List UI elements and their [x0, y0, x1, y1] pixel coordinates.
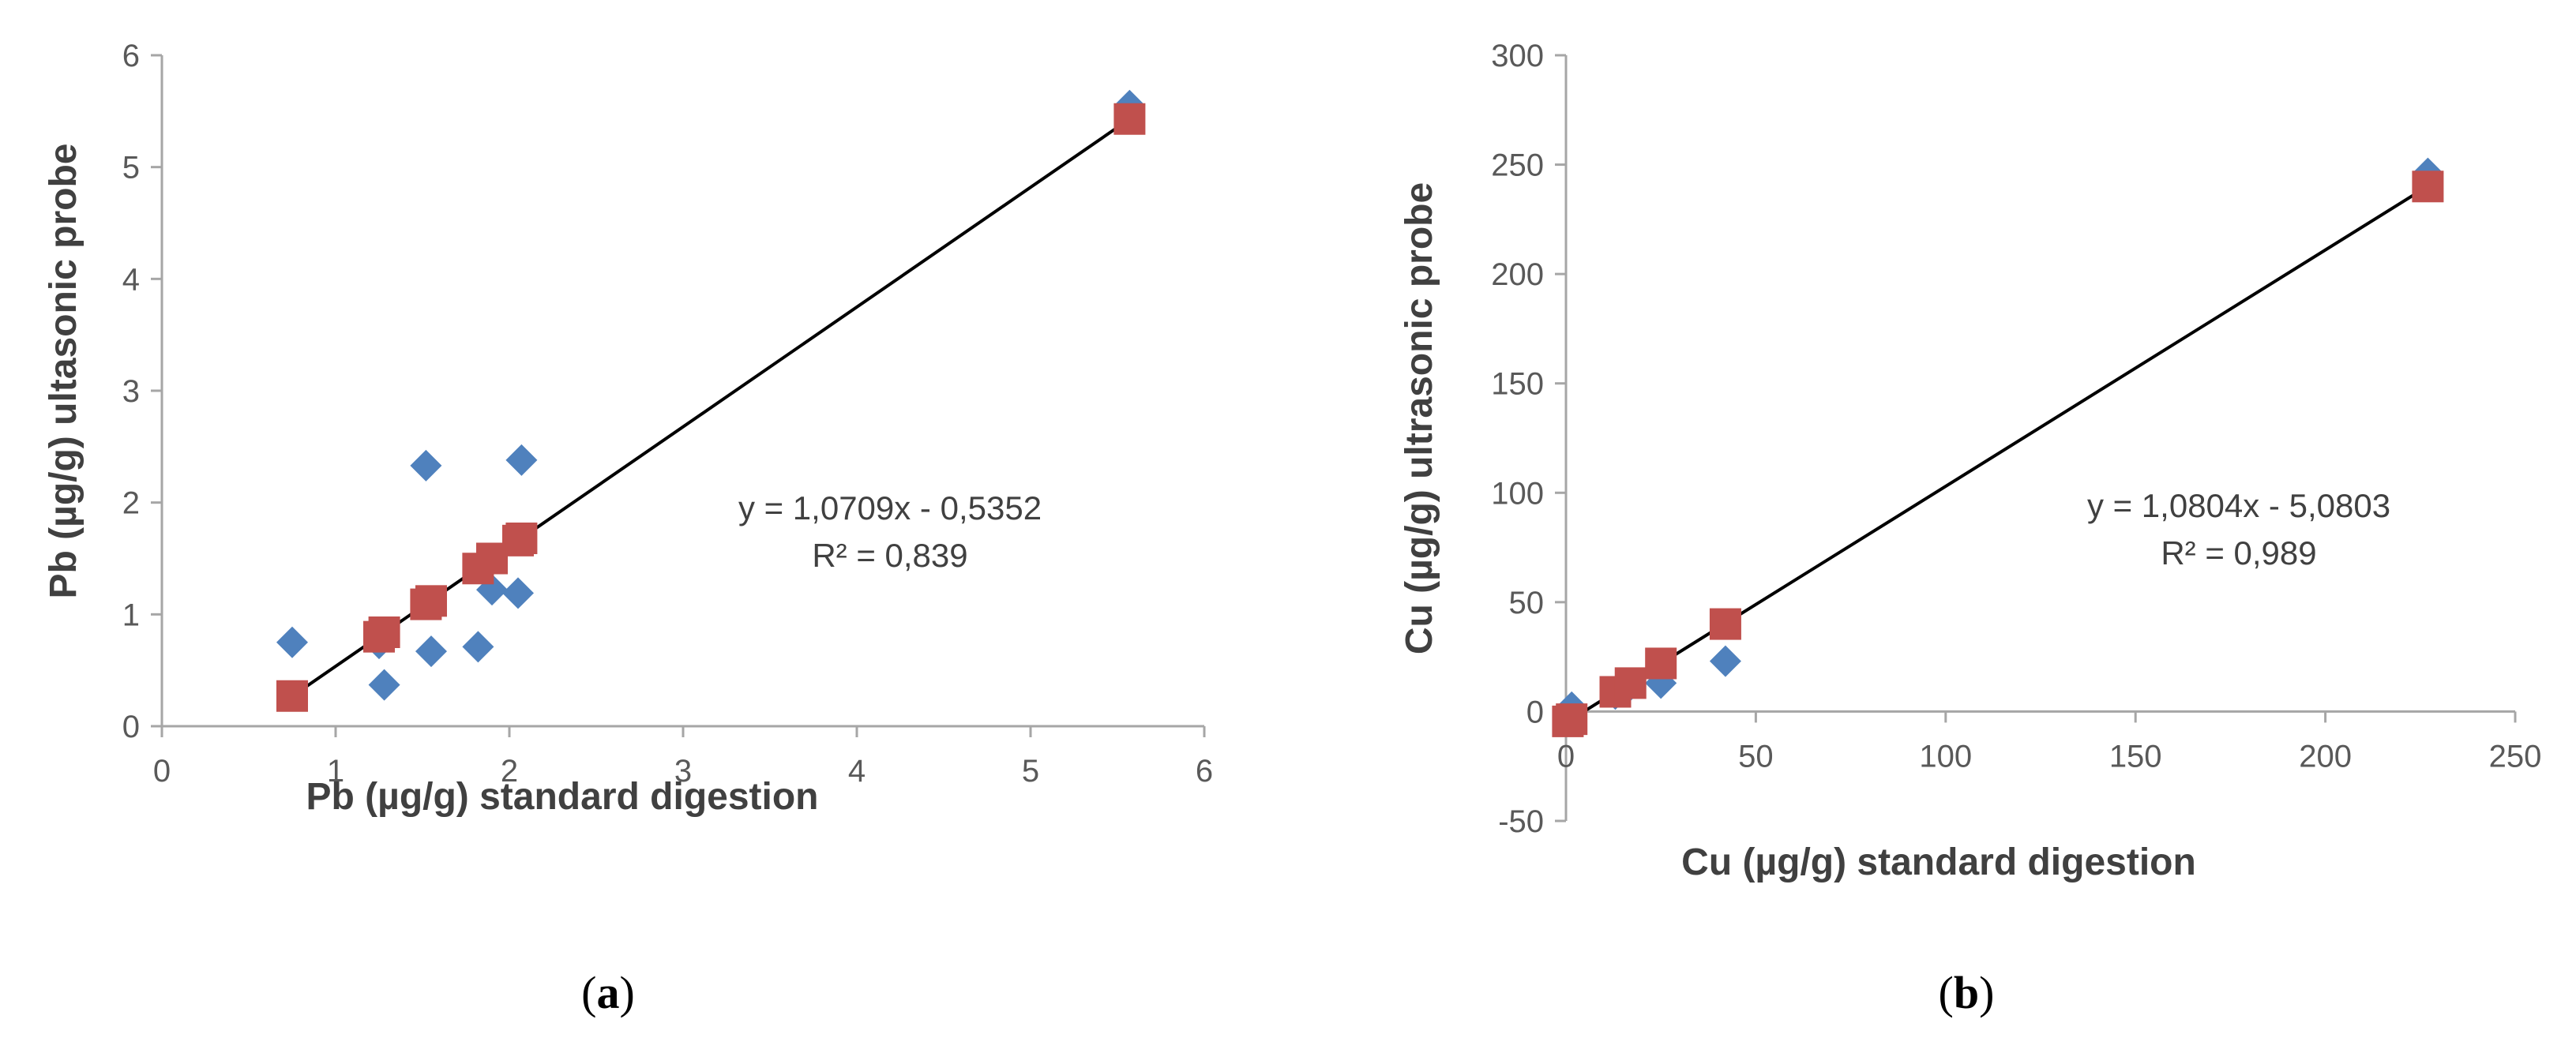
measured-point — [415, 635, 447, 668]
y-tick-label: 150 — [1491, 367, 1544, 402]
measured-point — [1709, 645, 1741, 677]
x-tick-label: 0 — [153, 754, 171, 789]
equation-b: y = 1,0804x - 5,0803 — [2087, 487, 2390, 524]
x-tick-label: 250 — [2489, 739, 2542, 774]
x-tick-label: 100 — [1919, 739, 1972, 774]
x-tick-label: 2 — [501, 754, 518, 789]
trendline-b — [1567, 185, 2429, 723]
y-axis-title-b: Cu (µg/g) ultrasonic probe — [1399, 182, 1440, 654]
y-tick-label: 300 — [1491, 39, 1544, 73]
x-tick-label: 6 — [1196, 754, 1213, 789]
measured-point — [462, 631, 494, 663]
y-tick-label: 50 — [1509, 586, 1545, 620]
predicted-point — [1113, 103, 1146, 135]
measured-point — [368, 669, 400, 701]
plot-area-a — [151, 54, 1206, 737]
y-tick-label: 0 — [122, 710, 140, 744]
x-tick-label: 50 — [1738, 739, 1774, 774]
data-points-a — [276, 89, 1146, 712]
predicted-point — [1645, 647, 1677, 680]
caption-a: (a) — [581, 967, 635, 1018]
x-axis-title-b: Cu (µg/g) standard digestion — [1681, 841, 2196, 883]
measured-point — [505, 444, 538, 476]
x-tick-label: 4 — [848, 754, 866, 789]
measured-point — [502, 577, 534, 609]
y-tick-label: 2 — [122, 486, 140, 521]
y-tick-label: 1 — [122, 598, 140, 632]
predicted-point — [368, 616, 400, 648]
y-tick-label: 3 — [122, 374, 140, 409]
tick-labels-a: 0 1 2 3 4 5 6 0 1 2 3 4 5 6 — [122, 39, 1213, 789]
predicted-point — [415, 585, 447, 617]
y-tick-label: 0 — [1526, 695, 1544, 729]
x-tick-label: 5 — [1022, 754, 1039, 789]
predicted-point — [2412, 171, 2444, 203]
predicted-point — [1709, 608, 1741, 640]
r-squared-a: R² = 0,839 — [812, 537, 967, 574]
measured-point — [276, 626, 308, 658]
y-tick-label: -50 — [1498, 804, 1544, 839]
x-tick-label: 0 — [1557, 739, 1575, 774]
y-tick-label: 250 — [1491, 148, 1544, 183]
predicted-point — [276, 680, 308, 712]
chart-panel-a: 0 1 2 3 4 5 6 0 1 2 3 4 5 6 Pb (µg/g) standard digest… — [43, 39, 1213, 818]
r-squared-b: R² = 0,989 — [2161, 534, 2316, 571]
x-tick-label: 200 — [2299, 739, 2352, 774]
measured-point — [410, 449, 442, 482]
x-tick-label: 150 — [2109, 739, 2162, 774]
predicted-point — [1556, 703, 1588, 736]
y-tick-label: 6 — [122, 39, 140, 73]
y-tick-label: 4 — [122, 262, 140, 297]
y-tick-label: 100 — [1491, 476, 1544, 511]
x-axis-title-a: Pb (µg/g) standard digestion — [306, 776, 819, 818]
plot-area-b — [1555, 54, 2517, 823]
y-axis-title-a: Pb (µg/g) ultasonic probe — [43, 144, 84, 599]
equation-a: y = 1,0709x - 0,5352 — [738, 489, 1042, 526]
y-tick-label: 200 — [1491, 257, 1544, 292]
x-tick-label: 3 — [674, 754, 692, 789]
tick-labels-b: -50 0 50 100 150 200 250 300 0 50 100 150 200 250 — [1491, 39, 2541, 839]
y-tick-label: 5 — [122, 151, 140, 185]
predicted-point — [505, 523, 538, 554]
caption-b: (b) — [1939, 967, 1995, 1018]
chart-panel-b: -50 0 50 100 150 200 250 300 0 50 100 150 200 250 Cu … — [1399, 39, 2541, 883]
data-points-b — [1552, 157, 2444, 737]
predicted-point — [1614, 667, 1647, 699]
x-tick-label: 1 — [327, 754, 344, 789]
